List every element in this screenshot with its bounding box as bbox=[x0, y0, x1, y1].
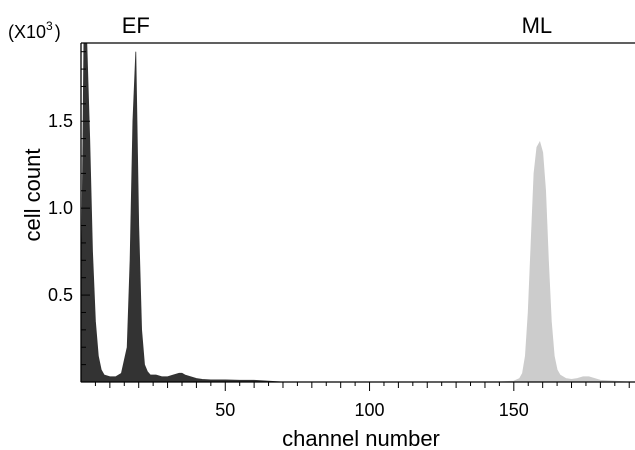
series-layer bbox=[80, 42, 630, 383]
x-tick-label: 150 bbox=[499, 400, 529, 420]
y-ticks: 0.5 1.0 1.5 bbox=[48, 51, 90, 366]
y-axis-title: cell count bbox=[20, 149, 45, 242]
plot-area: 50 100 150 0.5 1.0 1.5 bbox=[48, 42, 635, 420]
x-tick-label: 50 bbox=[215, 400, 235, 420]
y-multiplier-label: (X103) bbox=[8, 19, 61, 42]
x-axis-title: channel number bbox=[282, 426, 440, 450]
x-ticks: 50 100 150 bbox=[94, 382, 630, 420]
y-multiplier-exponent: 3 bbox=[46, 19, 53, 33]
series-area-ef bbox=[80, 42, 284, 383]
y-tick-label: 1.5 bbox=[48, 111, 73, 131]
y-tick-label: 1.0 bbox=[48, 198, 73, 218]
series-area-ml bbox=[499, 141, 630, 383]
y-multiplier-close: ) bbox=[55, 22, 61, 42]
y-multiplier-base: (X10 bbox=[8, 22, 46, 42]
peak-label-ml: ML bbox=[522, 13, 553, 38]
y-tick-label: 0.5 bbox=[48, 285, 73, 305]
peak-label-ef: EF bbox=[122, 13, 150, 38]
x-tick-label: 100 bbox=[355, 400, 385, 420]
